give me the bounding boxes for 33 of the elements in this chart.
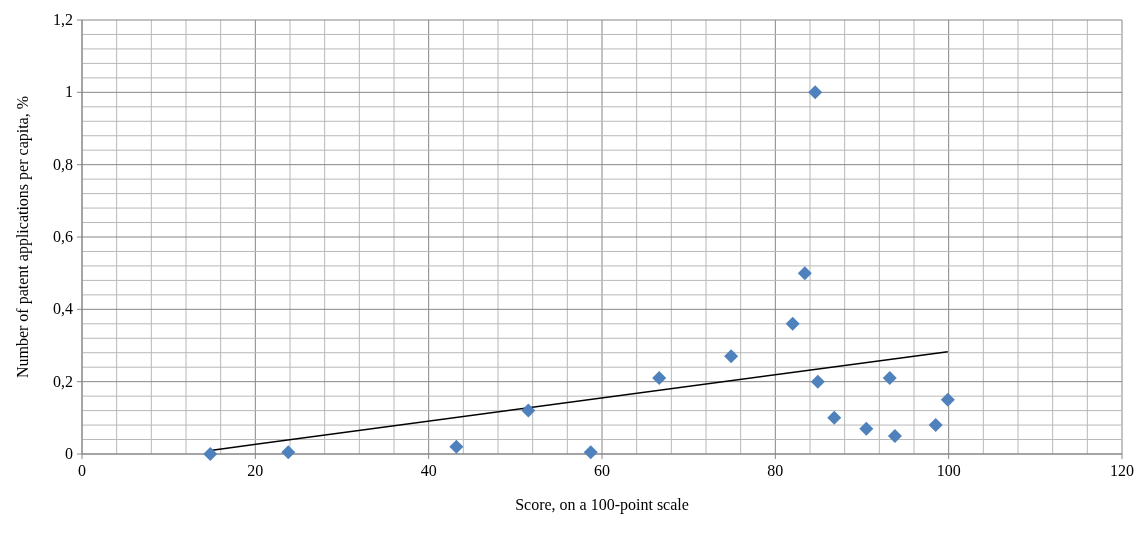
- x-tick-label: 60: [594, 462, 610, 479]
- point: [887, 428, 902, 443]
- x-axis-title: Score, on a 100-point scale: [515, 496, 689, 514]
- point: [449, 439, 464, 454]
- y-tick-label: 1: [65, 83, 73, 101]
- point: [808, 85, 823, 100]
- point: [827, 410, 842, 425]
- point: [203, 447, 218, 461]
- point: [797, 266, 812, 281]
- point: [859, 421, 874, 436]
- point: [583, 445, 598, 460]
- y-tick-label: 0,8: [53, 155, 73, 173]
- x-tick-label: 20: [247, 462, 264, 479]
- y-tick-label: 0,6: [53, 228, 73, 245]
- x-tick-label: 120: [1110, 462, 1134, 479]
- x-tick-label: 0: [78, 462, 86, 479]
- point: [940, 392, 955, 407]
- point: [810, 374, 825, 389]
- point: [882, 371, 897, 386]
- y-tick-label: 0,2: [53, 372, 73, 390]
- point: [521, 403, 536, 418]
- point: [724, 349, 739, 364]
- point: [785, 316, 800, 331]
- x-tick-label: 80: [767, 462, 784, 479]
- point: [652, 371, 667, 386]
- point: [281, 445, 296, 460]
- point: [928, 418, 943, 433]
- y-tick-label: 0: [65, 445, 73, 462]
- y-tick-label: 0,4: [53, 300, 73, 318]
- x-tick-label: 40: [420, 462, 437, 479]
- y-axis-title: Number of patent applications per capita, %: [14, 95, 32, 379]
- y-tick-label: 1,2: [53, 11, 73, 28]
- x-tick-label: 100: [936, 462, 961, 479]
